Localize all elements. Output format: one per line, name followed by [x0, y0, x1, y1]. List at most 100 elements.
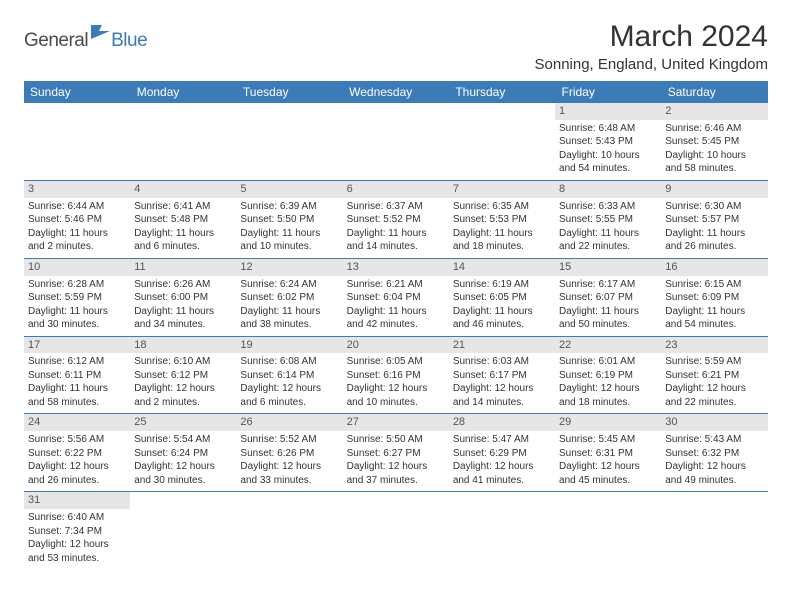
sunrise-text: Sunrise: 6:03 AM: [453, 355, 551, 369]
daylight-text: Daylight: 12 hours: [28, 538, 126, 552]
weekday-header: Friday: [555, 81, 661, 103]
daylight-text: Daylight: 12 hours: [453, 382, 551, 396]
daylight-text: Daylight: 11 hours: [28, 227, 126, 241]
sunrise-text: Sunrise: 6:46 AM: [665, 122, 763, 136]
day-number: 12: [236, 259, 342, 276]
daylight-text: Daylight: 11 hours: [28, 305, 126, 319]
weekday-header-row: Sunday Monday Tuesday Wednesday Thursday…: [24, 81, 768, 103]
calendar-cell: [236, 103, 342, 180]
daylight-text: Daylight: 11 hours: [28, 382, 126, 396]
sunrise-text: Sunrise: 6:19 AM: [453, 278, 551, 292]
calendar-body: 1Sunrise: 6:48 AMSunset: 5:43 PMDaylight…: [24, 103, 768, 569]
sunrise-text: Sunrise: 6:39 AM: [240, 200, 338, 214]
logo-text-blue: Blue: [111, 30, 147, 52]
sunrise-text: Sunrise: 6:40 AM: [28, 511, 126, 525]
calendar-cell: 28Sunrise: 5:47 AMSunset: 6:29 PMDayligh…: [449, 414, 555, 492]
sunrise-text: Sunrise: 6:15 AM: [665, 278, 763, 292]
sunset-text: Sunset: 6:19 PM: [559, 369, 657, 383]
sunset-text: Sunset: 5:55 PM: [559, 213, 657, 227]
sunset-text: Sunset: 5:43 PM: [559, 135, 657, 149]
sunrise-text: Sunrise: 6:10 AM: [134, 355, 232, 369]
weekday-header: Saturday: [661, 81, 767, 103]
sunset-text: Sunset: 5:48 PM: [134, 213, 232, 227]
daylight-text: Daylight: 12 hours: [28, 460, 126, 474]
calendar-cell: [449, 492, 555, 569]
daylight-text: Daylight: 12 hours: [347, 460, 445, 474]
daylight-text: Daylight: 11 hours: [665, 305, 763, 319]
day-number: 10: [24, 259, 130, 276]
daylight-text: and 41 minutes.: [453, 474, 551, 488]
sunset-text: Sunset: 6:09 PM: [665, 291, 763, 305]
calendar-cell: 29Sunrise: 5:45 AMSunset: 6:31 PMDayligh…: [555, 414, 661, 492]
sunrise-text: Sunrise: 6:44 AM: [28, 200, 126, 214]
calendar-row: 17Sunrise: 6:12 AMSunset: 6:11 PMDayligh…: [24, 336, 768, 414]
calendar-cell: [661, 492, 767, 569]
daylight-text: and 33 minutes.: [240, 474, 338, 488]
calendar-cell: [449, 103, 555, 180]
daylight-text: and 22 minutes.: [559, 240, 657, 254]
day-number: 8: [555, 181, 661, 198]
calendar-cell: 16 Sunrise: 6:15 AMSunset: 6:09 PMDayligh…: [661, 258, 767, 336]
sunset-text: Sunset: 5:45 PM: [665, 135, 763, 149]
location: Sonning, England, United Kingdom: [535, 56, 769, 73]
calendar-cell: 8Sunrise: 6:33 AMSunset: 5:55 PMDaylight…: [555, 180, 661, 258]
sunrise-text: Sunrise: 6:30 AM: [665, 200, 763, 214]
daylight-text: Daylight: 12 hours: [134, 382, 232, 396]
sunrise-text: Sunrise: 6:48 AM: [559, 122, 657, 136]
sunset-text: Sunset: 6:17 PM: [453, 369, 551, 383]
calendar-cell: 23Sunrise: 5:59 AMSunset: 6:21 PMDayligh…: [661, 336, 767, 414]
sunset-text: Sunset: 6:07 PM: [559, 291, 657, 305]
calendar-cell: 2Sunrise: 6:46 AMSunset: 5:45 PMDaylight…: [661, 103, 767, 180]
day-number: 14: [449, 259, 555, 276]
calendar-row: 1Sunrise: 6:48 AMSunset: 5:43 PMDaylight…: [24, 103, 768, 180]
calendar-cell: 11Sunrise: 6:26 AMSunset: 6:00 PMDayligh…: [130, 258, 236, 336]
calendar-cell: [555, 492, 661, 569]
daylight-text: Daylight: 11 hours: [134, 227, 232, 241]
calendar-cell: 14Sunrise: 6:19 AMSunset: 6:05 PMDayligh…: [449, 258, 555, 336]
calendar-cell: 6Sunrise: 6:37 AMSunset: 5:52 PMDaylight…: [343, 180, 449, 258]
sunrise-text: Sunrise: 6:37 AM: [347, 200, 445, 214]
day-number: 18: [130, 337, 236, 354]
day-number: 27: [343, 414, 449, 431]
daylight-text: Daylight: 12 hours: [347, 382, 445, 396]
day-number: 31: [24, 492, 130, 509]
logo: General Blue: [24, 30, 147, 52]
daylight-text: and 14 minutes.: [347, 240, 445, 254]
day-number: 4: [130, 181, 236, 198]
sunrise-text: Sunrise: 6:33 AM: [559, 200, 657, 214]
calendar-cell: 19Sunrise: 6:08 AMSunset: 6:14 PMDayligh…: [236, 336, 342, 414]
daylight-text: and 26 minutes.: [28, 474, 126, 488]
daylight-text: Daylight: 11 hours: [665, 227, 763, 241]
daylight-text: and 45 minutes.: [559, 474, 657, 488]
sunrise-text: Sunrise: 5:56 AM: [28, 433, 126, 447]
sunset-text: Sunset: 6:29 PM: [453, 447, 551, 461]
day-number: 3: [24, 181, 130, 198]
day-number: 25: [130, 414, 236, 431]
calendar-row: 10Sunrise: 6:28 AMSunset: 5:59 PMDayligh…: [24, 258, 768, 336]
day-number: 28: [449, 414, 555, 431]
sunrise-text: Sunrise: 5:54 AM: [134, 433, 232, 447]
day-number: 16: [661, 259, 767, 276]
calendar-cell: 4Sunrise: 6:41 AMSunset: 5:48 PMDaylight…: [130, 180, 236, 258]
sunset-text: Sunset: 6:16 PM: [347, 369, 445, 383]
day-number: 23: [661, 337, 767, 354]
daylight-text: Daylight: 10 hours: [559, 149, 657, 163]
sunset-text: Sunset: 6:24 PM: [134, 447, 232, 461]
sunset-text: Sunset: 6:04 PM: [347, 291, 445, 305]
sunrise-text: Sunrise: 5:59 AM: [665, 355, 763, 369]
calendar-cell: 15Sunrise: 6:17 AMSunset: 6:07 PMDayligh…: [555, 258, 661, 336]
daylight-text: Daylight: 11 hours: [347, 227, 445, 241]
sunrise-text: Sunrise: 5:52 AM: [240, 433, 338, 447]
daylight-text: Daylight: 11 hours: [240, 227, 338, 241]
calendar-cell: 5Sunrise: 6:39 AMSunset: 5:50 PMDaylight…: [236, 180, 342, 258]
sunset-text: Sunset: 6:00 PM: [134, 291, 232, 305]
sunrise-text: Sunrise: 6:28 AM: [28, 278, 126, 292]
daylight-text: and 10 minutes.: [347, 396, 445, 410]
calendar-table: Sunday Monday Tuesday Wednesday Thursday…: [24, 81, 768, 569]
calendar-cell: [130, 103, 236, 180]
calendar-cell: 18Sunrise: 6:10 AMSunset: 6:12 PMDayligh…: [130, 336, 236, 414]
day-number: 5: [236, 181, 342, 198]
calendar-cell: 10Sunrise: 6:28 AMSunset: 5:59 PMDayligh…: [24, 258, 130, 336]
daylight-text: Daylight: 12 hours: [240, 460, 338, 474]
daylight-text: and 6 minutes.: [134, 240, 232, 254]
